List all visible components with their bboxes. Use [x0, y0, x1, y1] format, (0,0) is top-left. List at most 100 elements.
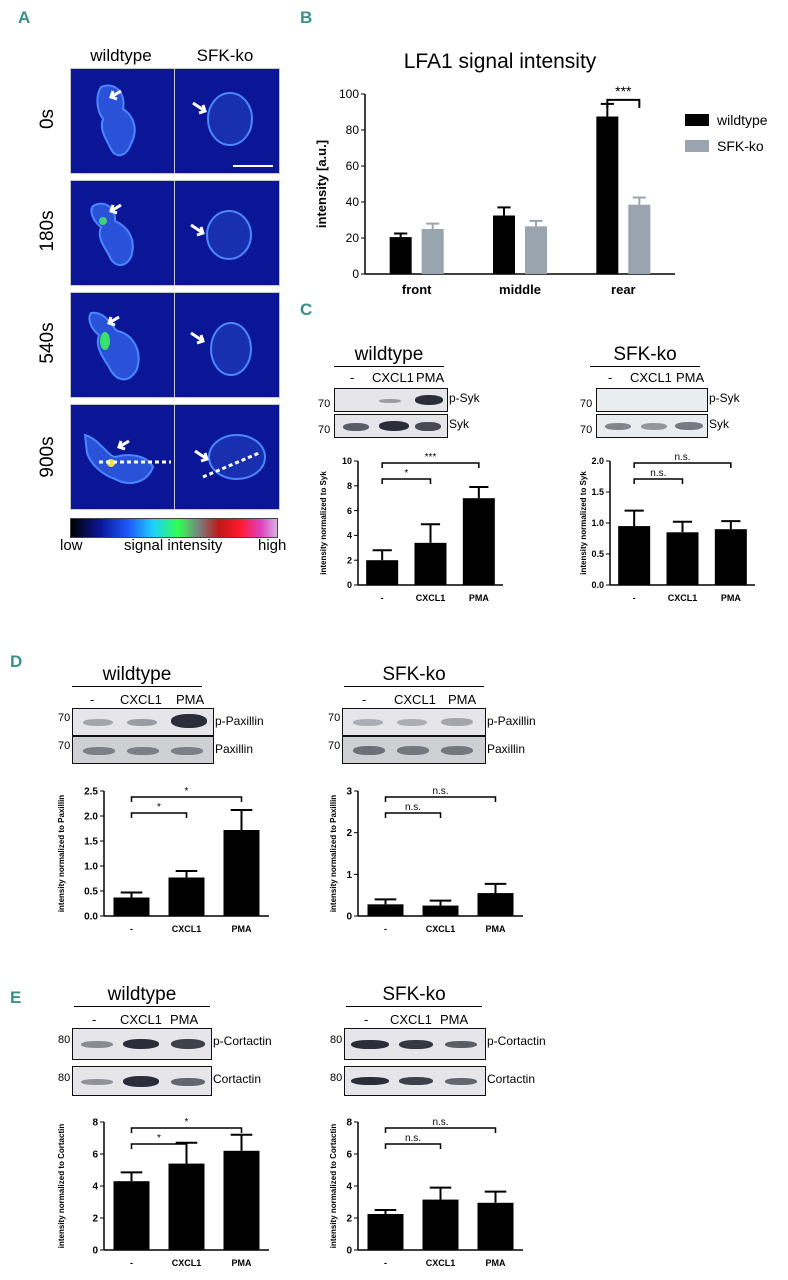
blot-c-ko-mw-1: 70 [580, 398, 593, 410]
blot-e-ko-protein-2: Cortactin [487, 1072, 536, 1086]
blot-d-ko-mw-2: 70 [328, 740, 341, 752]
c-wt-y-tick-label: 2 [347, 555, 352, 565]
e-wt-y-tick-label: 4 [92, 1182, 98, 1193]
b-legend-swatch [685, 140, 709, 152]
d-ko-significance-bracket [384, 812, 442, 818]
chart-lfa1-signal-intensity: 0 20 40 60 80 100 intensity [a.u.] LFA1 signal … [314, 50, 768, 297]
blot-d-wt-strip-paxillin [72, 736, 214, 764]
micrograph-sfk-ko-540s [174, 292, 280, 398]
blot-c-ko-lane-2: CXCL1 [630, 370, 672, 385]
b-y-tick-label: 20 [346, 231, 360, 245]
b-x-tick-label: middle [499, 282, 541, 297]
e-ko-significance-label: n.s. [405, 1133, 421, 1144]
blot-e-ko-strip-p-cortactin [344, 1028, 486, 1060]
e-ko-x-tick-label: CXCL1 [426, 1258, 456, 1268]
blot-d-ko-strip-p-paxillin [342, 708, 486, 736]
panel-letter-c: C [300, 300, 313, 319]
c-wt-y-tick-label: 0 [347, 580, 352, 590]
c-ko-y-tick-label: 1.0 [591, 518, 604, 528]
c-wt-bar [462, 498, 495, 585]
blot-e-ko-strip-cortactin [344, 1066, 486, 1096]
e-wt-bar [223, 1150, 260, 1250]
c-wt-significance-bracket [381, 462, 480, 468]
d-ko-y-tick-label: 3 [346, 787, 352, 798]
column-header-wildtype: wildtype [90, 46, 152, 65]
c-ko-bar [618, 526, 651, 585]
c-ko-y-axis-label: intensity normalized to Syk [579, 471, 588, 575]
blot-c-wt-mw-2: 70 [318, 424, 331, 436]
d-wt-significance-bracket [130, 796, 243, 802]
blot-d-wt-protein-1: p-Paxillin [215, 714, 264, 728]
colorbar-label-high: high [258, 537, 287, 554]
blot-e-wt-lane-2: CXCL1 [120, 1012, 162, 1027]
micrograph-sfk-ko-0s [174, 68, 280, 174]
b-title: LFA1 signal intensity [404, 50, 597, 73]
e-ko-y-tick-label: 6 [346, 1150, 352, 1161]
blot-d-ko-protein-1: p-Paxillin [487, 714, 536, 728]
e-ko-y-tick-label: 4 [346, 1182, 352, 1193]
c-wt-significance-bracket [381, 478, 432, 484]
c-wt-y-axis-label: intensity normalized to Syk [319, 471, 328, 575]
d-ko-significance-bracket [384, 796, 497, 802]
c-ko-y-tick-label: 2.0 [591, 456, 604, 466]
blot-e-wt-lane-1: - [92, 1012, 97, 1027]
d-ko-significance-label: n.s. [405, 802, 421, 813]
b-bar [389, 237, 412, 274]
e-wt-x-tick-label: CXCL1 [172, 1258, 202, 1268]
blot-e-wt-mw-1: 80 [58, 1034, 71, 1046]
blot-e-ko-lane-3: PMA [440, 1012, 469, 1027]
d-wt-x-tick-label: PMA [232, 924, 253, 934]
timepoint-label-900s: 900s [37, 436, 58, 478]
d-wt-bar [168, 877, 205, 916]
c-ko-y-tick-label: 0.0 [591, 580, 604, 590]
b-y-tick-label: 100 [339, 87, 359, 101]
e-ko-bar [422, 1199, 459, 1250]
blot-c-ko-strip-syk [596, 414, 708, 438]
c-wt-significance-label: * [404, 468, 408, 479]
blot-e-ko-mw-1: 80 [330, 1034, 343, 1046]
e-wt-x-tick-label: PMA [232, 1258, 253, 1268]
blot-d-ko-mw-1: 70 [328, 712, 341, 724]
d-wt-y-tick-label: 2.0 [84, 812, 98, 823]
c-wt-y-tick-label: 8 [347, 481, 352, 491]
d-ko-bar [477, 893, 514, 916]
b-bar [596, 116, 619, 274]
e-wt-y-tick-label: 2 [92, 1214, 98, 1225]
blot-e-ko-lane-2: CXCL1 [390, 1012, 432, 1027]
chart-c-wildtype: 0 2 4 6 8 10 intensity normalized to Syk - CXCL1… [319, 452, 503, 603]
d-wt-x-tick-label: CXCL1 [172, 924, 202, 934]
e-ko-y-tick-label: 0 [346, 1246, 352, 1257]
e-wt-significance-bracket [130, 1143, 188, 1149]
e-ko-bar [367, 1214, 404, 1250]
chart-d-sfk-ko: 0 1 2 3 intensity normalized to Paxillin - CXC… [329, 786, 523, 934]
panel-letter-a: A [18, 8, 31, 27]
d-wt-bar [113, 897, 150, 916]
e-ko-significance-bracket [384, 1143, 442, 1149]
c-wt-bar [414, 542, 447, 585]
blot-c-wt-lane-1: - [350, 370, 355, 385]
e-wt-y-tick-label: 8 [92, 1118, 98, 1129]
b-y-tick-label: 60 [346, 159, 360, 173]
b-y-tick-label: 40 [346, 195, 360, 209]
blot-e-ko-mw-2: 80 [330, 1072, 343, 1084]
e-ko-significance-label: n.s. [432, 1117, 448, 1128]
blot-d-wt-title: wildtype [72, 664, 202, 687]
blot-c-wt-lane-2: CXCL1 [372, 370, 414, 385]
blot-d-ko-protein-2: Paxillin [487, 742, 526, 756]
c-wt-x-tick-label: CXCL1 [416, 593, 446, 603]
e-ko-significance-bracket [384, 1127, 497, 1133]
blot-e-wt-lane-3: PMA [170, 1012, 199, 1027]
d-ko-significance-label: n.s. [432, 786, 448, 797]
d-wt-y-axis-label: intensity normalized to Paxillin [57, 795, 66, 912]
signal-intensity-colorbar [70, 518, 278, 538]
blot-c-wt-strip-p-syk [334, 388, 448, 412]
b-y-tick-label: 80 [346, 123, 360, 137]
d-ko-bar [367, 904, 404, 916]
blot-c-ko-protein-2: Syk [709, 417, 730, 431]
c-wt-x-tick-label: PMA [469, 593, 490, 603]
blot-d-ko-lane-3: PMA [448, 692, 477, 707]
c-ko-significance-bracket [633, 462, 732, 468]
blot-c-wt-title: wildtype [334, 344, 444, 367]
blot-c-wt-strip-syk [334, 414, 448, 438]
